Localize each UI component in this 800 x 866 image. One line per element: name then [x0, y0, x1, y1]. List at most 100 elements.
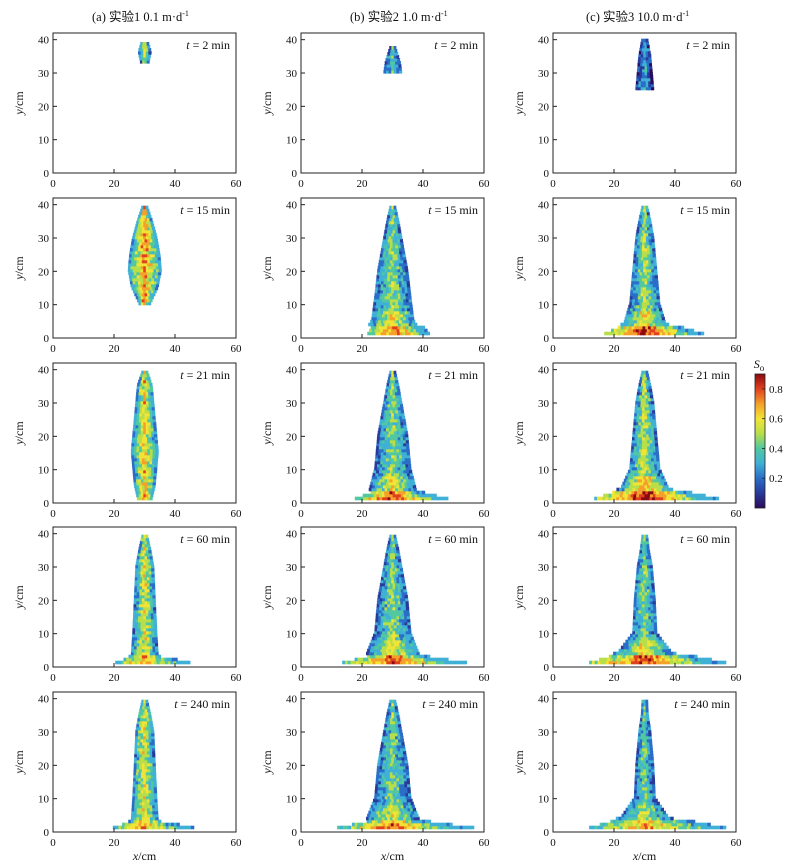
y-tick-label: 20: [38, 595, 50, 607]
x-axis-label: x/cm: [632, 849, 657, 863]
plot-frame: [552, 362, 737, 504]
y-tick-label: 30: [38, 562, 50, 574]
y-tick-label: 10: [38, 629, 50, 641]
x-tick-label: 20: [357, 837, 369, 849]
x-tick-label: 20: [357, 178, 369, 190]
x-tick-label: 60: [731, 178, 743, 190]
x-tick-label: 40: [170, 178, 182, 190]
y-tick-label: 0: [544, 498, 550, 510]
x-tick-label: 60: [479, 508, 491, 520]
y-tick-label: 40: [286, 200, 298, 212]
y-tick-label: 40: [38, 529, 50, 541]
y-axis-label: y/cm: [512, 256, 526, 281]
x-tick-label: 40: [418, 178, 430, 190]
colorbar-tick-label: 0.8: [769, 384, 783, 396]
y-tick-label: 20: [538, 101, 550, 113]
x-tick-label: 40: [170, 508, 182, 520]
time-label: t = 2 min: [686, 38, 730, 52]
y-tick-label: 30: [38, 233, 50, 245]
y-axis-label: y/cm: [12, 421, 26, 446]
y-axis-label: y/cm: [260, 256, 274, 281]
plot-frame: [52, 32, 237, 174]
y-axis-label: y/cm: [512, 750, 526, 775]
plume: [127, 205, 162, 306]
y-tick-label: 10: [38, 465, 50, 477]
y-tick-label: 10: [286, 465, 298, 477]
x-tick-label: 0: [550, 672, 556, 684]
panel-1-2: 0 20 40 60 0 10 20 30 40 t = 15 min y/cm: [12, 197, 243, 355]
panel-1-5: 0 20 40 60 0 10 20 30 40 t = 240 min y/cm x/cm: [12, 691, 242, 863]
x-tick-label: 20: [109, 343, 121, 355]
time-label: t = 2 min: [434, 38, 478, 52]
y-tick-label: 10: [38, 300, 50, 312]
y-tick-label: 0: [544, 333, 550, 345]
x-tick-label: 60: [479, 837, 491, 849]
y-tick-label: 40: [538, 694, 550, 706]
y-tick-label: 40: [538, 365, 550, 377]
colorbar-tick-label: 0.6: [769, 414, 783, 426]
panel-2-3: 0 20 40 60 0 10 20 30 40 t = 21 min y/cm: [260, 362, 491, 520]
y-tick-label: 0: [544, 827, 550, 839]
x-axis-label: x/cm: [380, 849, 405, 863]
x-tick-label: 0: [550, 178, 556, 190]
plot-frame: [52, 362, 237, 504]
plume: [115, 534, 191, 665]
colorbar-tick-label: 0.2: [769, 473, 783, 485]
x-tick-label: 60: [731, 508, 743, 520]
x-axis-label: x/cm: [132, 849, 157, 863]
colorbar-label: So: [754, 357, 765, 373]
y-tick-label: 40: [538, 35, 550, 47]
x-tick-label: 60: [731, 672, 743, 684]
plot-frame: [300, 197, 485, 339]
x-tick-label: 60: [479, 178, 491, 190]
y-tick-label: 0: [292, 662, 298, 674]
y-tick-label: 0: [544, 662, 550, 674]
x-tick-label: 60: [231, 672, 243, 684]
plot-frame: [52, 526, 237, 668]
y-tick-label: 20: [538, 760, 550, 772]
x-tick-label: 0: [298, 508, 304, 520]
panel-3-5: 0 20 40 60 0 10 20 30 40 t = 240 min y/cm x/cm: [512, 691, 742, 863]
time-label: t = 2 min: [186, 38, 230, 52]
y-tick-label: 20: [38, 760, 50, 772]
x-tick-label: 20: [109, 508, 121, 520]
y-tick-label: 40: [286, 35, 298, 47]
x-tick-label: 20: [357, 672, 369, 684]
x-tick-label: 0: [550, 343, 556, 355]
y-tick-label: 30: [286, 727, 298, 739]
time-label: t = 60 min: [180, 532, 230, 546]
x-tick-label: 20: [109, 178, 121, 190]
panel-2-1: 0 20 40 60 0 10 20 30 40 t = 2 min y/cm: [260, 32, 491, 190]
time-label: t = 60 min: [428, 532, 478, 546]
x-tick-label: 0: [298, 178, 304, 190]
plume: [383, 46, 403, 74]
y-tick-label: 10: [286, 794, 298, 806]
y-tick-label: 40: [538, 200, 550, 212]
y-axis-label: y/cm: [12, 256, 26, 281]
y-tick-label: 40: [38, 200, 50, 212]
time-label: t = 15 min: [180, 203, 230, 217]
y-tick-label: 20: [38, 101, 50, 113]
x-tick-label: 0: [50, 672, 56, 684]
panel-2-2: 0 20 40 60 0 10 20 30 40 t = 15 min y/cm: [260, 197, 491, 355]
y-axis-label: y/cm: [260, 91, 274, 116]
y-tick-label: 0: [544, 168, 550, 180]
x-tick-label: 40: [670, 672, 682, 684]
y-tick-label: 30: [286, 68, 298, 80]
x-tick-label: 0: [50, 343, 56, 355]
x-tick-label: 60: [231, 178, 243, 190]
x-tick-label: 40: [418, 508, 430, 520]
y-tick-label: 20: [286, 595, 298, 607]
x-tick-label: 60: [231, 343, 243, 355]
x-tick-label: 40: [418, 837, 430, 849]
x-tick-label: 60: [479, 343, 491, 355]
x-tick-label: 0: [50, 178, 56, 190]
plume: [130, 370, 159, 501]
x-tick-label: 60: [231, 508, 243, 520]
y-axis-label: y/cm: [512, 91, 526, 116]
x-tick-label: 40: [170, 343, 182, 355]
x-tick-label: 0: [550, 837, 556, 849]
time-label: t = 240 min: [674, 697, 730, 711]
y-tick-label: 30: [38, 727, 50, 739]
